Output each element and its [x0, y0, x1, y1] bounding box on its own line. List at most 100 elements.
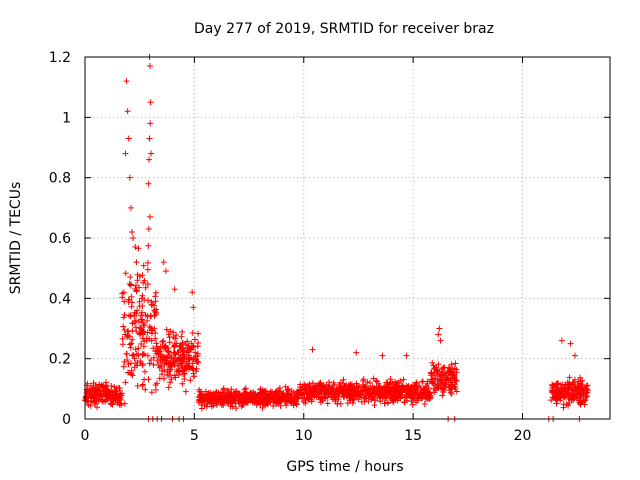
data-point [445, 364, 452, 371]
data-point [377, 398, 384, 405]
data-point [152, 298, 159, 305]
data-point [569, 379, 576, 386]
data-point [448, 361, 455, 368]
data-point [165, 331, 172, 338]
data-point [93, 397, 100, 404]
data-point [128, 303, 135, 310]
data-point [172, 350, 179, 357]
data-point [172, 374, 179, 381]
data-point [452, 360, 459, 367]
data-point [435, 361, 442, 368]
data-point [187, 345, 194, 352]
data-point [568, 386, 575, 393]
data-point [367, 379, 374, 386]
data-point [329, 393, 336, 400]
data-point [276, 385, 283, 392]
y-tick-label: 0.6 [49, 231, 71, 247]
data-point [141, 277, 148, 284]
data-point [94, 404, 101, 411]
x-tick-label: 0 [81, 428, 90, 444]
data-point [297, 384, 304, 391]
data-point [171, 349, 178, 356]
data-point [119, 294, 126, 301]
data-point [147, 120, 154, 127]
data-point [170, 356, 177, 363]
data-point [136, 298, 143, 305]
data-point [135, 245, 142, 252]
data-point [141, 376, 148, 383]
data-point [129, 336, 136, 343]
data-point [577, 400, 584, 407]
data-point [577, 374, 584, 381]
data-point [314, 386, 321, 393]
data-point [88, 397, 95, 404]
data-point [365, 390, 372, 397]
data-point [453, 388, 460, 395]
data-point [400, 376, 407, 383]
data-point [140, 322, 147, 329]
data-point [335, 387, 342, 394]
data-point [178, 359, 185, 366]
data-point [565, 402, 572, 409]
data-point [162, 355, 169, 362]
data-point [140, 262, 147, 269]
data-point [337, 384, 344, 391]
data-point [295, 395, 302, 402]
y-tick-label: 0.8 [49, 171, 71, 187]
data-point [121, 311, 128, 318]
data-point [148, 150, 155, 157]
data-point [416, 383, 423, 390]
data-point [166, 339, 173, 346]
data-point [178, 333, 185, 340]
data-point [374, 389, 381, 396]
data-point [133, 259, 140, 266]
data-point [145, 225, 152, 232]
data-point [555, 393, 562, 400]
data-point [220, 386, 227, 393]
data-point [368, 394, 375, 401]
data-point [107, 400, 114, 407]
data-point [407, 391, 414, 398]
data-point [351, 386, 358, 393]
data-point [95, 388, 102, 395]
data-point [166, 352, 173, 359]
data-point [342, 388, 349, 395]
data-point [400, 386, 407, 393]
data-point [354, 392, 361, 399]
data-point [162, 268, 169, 275]
data-point [552, 384, 559, 391]
data-point [407, 386, 414, 393]
data-point [572, 352, 578, 359]
data-point [217, 392, 224, 399]
data-point [146, 135, 153, 142]
data-point [353, 349, 360, 356]
data-point [130, 235, 137, 241]
data-point [409, 401, 416, 408]
data-point [339, 380, 346, 387]
data-point [566, 400, 573, 407]
data-point [329, 385, 336, 392]
data-point [133, 288, 140, 295]
data-point [155, 351, 162, 358]
data-point [244, 399, 251, 406]
data-point [319, 395, 326, 402]
data-point [568, 395, 575, 402]
x-axis-label: GPS time / hours [286, 459, 403, 475]
data-point [288, 397, 295, 404]
data-point [192, 349, 199, 356]
data-point [189, 289, 196, 296]
data-point [437, 384, 444, 391]
data-point [102, 398, 109, 405]
data-point [439, 392, 446, 399]
data-point [373, 377, 380, 384]
data-point [361, 394, 368, 401]
data-point [152, 335, 159, 342]
data-point [134, 382, 141, 389]
data-point [582, 393, 589, 400]
data-point [555, 386, 562, 393]
data-point [134, 359, 141, 366]
data-point [273, 390, 280, 397]
data-point [337, 400, 344, 407]
data-point [448, 369, 455, 376]
data-point [99, 392, 106, 399]
